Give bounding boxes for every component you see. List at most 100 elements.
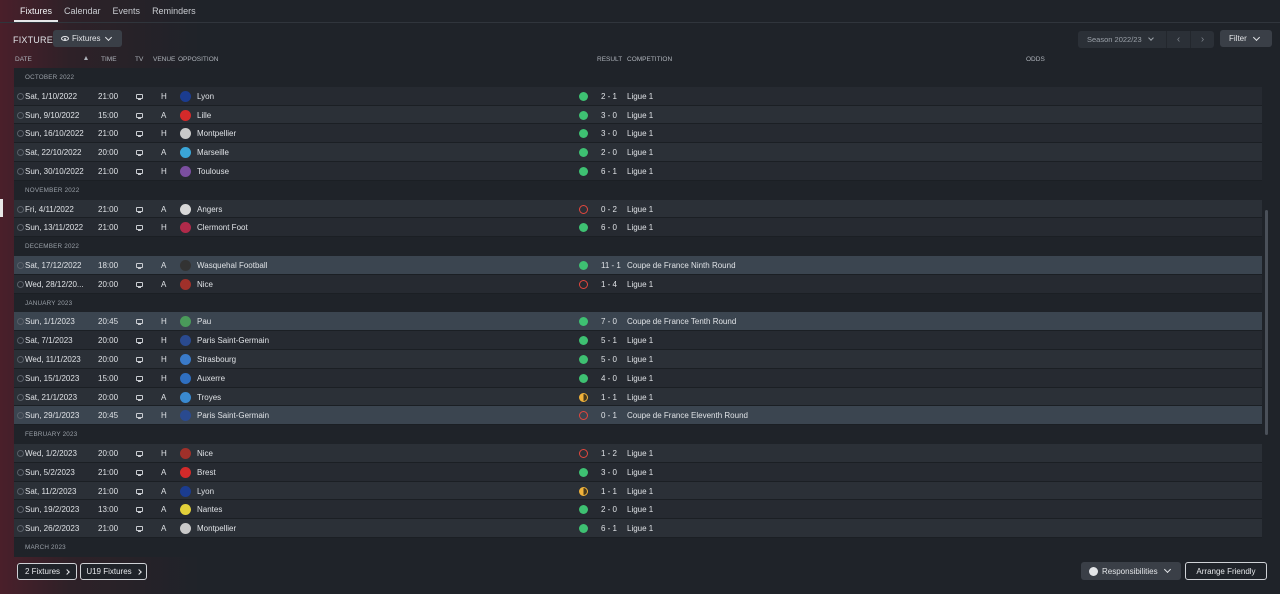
view-dropdown-button[interactable]: Fixtures xyxy=(53,30,122,47)
opposition-name[interactable]: Strasbourg xyxy=(197,354,237,364)
fixture-row[interactable]: Sat, 1/10/2022 21:00 H Lyon 2 - 1 Ligue 1 xyxy=(14,86,1262,106)
opposition-name[interactable]: Auxerre xyxy=(197,373,226,383)
opposition-name[interactable]: Troyes xyxy=(197,392,222,402)
season-dropdown[interactable]: Season 2022/23 xyxy=(1078,35,1166,44)
competition-name[interactable]: Coupe de France Tenth Round xyxy=(627,317,737,327)
opposition-name[interactable]: Wasquehal Football xyxy=(197,260,268,270)
result-score[interactable]: 7 - 0 xyxy=(601,317,618,327)
select-radio[interactable] xyxy=(17,149,24,157)
competition-name[interactable]: Ligue 1 xyxy=(627,336,654,346)
fixture-row[interactable]: Sun, 13/11/2022 21:00 H Clermont Foot 6 - 0 L… xyxy=(14,218,1262,238)
result-score[interactable]: 6 - 1 xyxy=(601,524,618,534)
opposition-name[interactable]: Paris Saint-Germain xyxy=(197,336,270,346)
filter-button[interactable]: Filter xyxy=(1220,30,1272,47)
select-radio[interactable] xyxy=(17,355,24,363)
fixture-row[interactable]: Sun, 16/10/2022 21:00 H Montpellier 3 - 0 Lig… xyxy=(14,124,1262,144)
result-score[interactable]: 3 - 0 xyxy=(601,467,618,477)
result-score[interactable]: 5 - 0 xyxy=(601,354,618,364)
column-time[interactable]: TIME xyxy=(101,56,117,63)
result-score[interactable]: 3 - 0 xyxy=(601,129,618,139)
fixture-row[interactable]: Sun, 9/10/2022 15:00 A Lille 3 - 0 Ligue 1 xyxy=(14,105,1262,125)
tab-reminders[interactable]: Reminders xyxy=(152,6,196,16)
competition-name[interactable]: Coupe de France Ninth Round xyxy=(627,260,736,270)
first-team-fixtures-button[interactable]: 2 Fixtures xyxy=(17,563,77,580)
select-radio[interactable] xyxy=(17,506,24,514)
column-tv[interactable]: TV xyxy=(135,56,144,63)
opposition-name[interactable]: Marseille xyxy=(197,148,230,158)
column-result[interactable]: RESULT xyxy=(597,56,623,63)
fixture-row[interactable]: Sun, 29/1/2023 20:45 H Paris Saint-Germain 0… xyxy=(14,406,1262,426)
competition-name[interactable]: Ligue 1 xyxy=(627,148,654,158)
tab-fixtures[interactable]: Fixtures xyxy=(14,0,59,22)
select-radio[interactable] xyxy=(17,111,24,119)
opposition-name[interactable]: Clermont Foot xyxy=(197,223,248,233)
opposition-name[interactable]: Toulouse xyxy=(197,166,230,176)
competition-name[interactable]: Ligue 1 xyxy=(627,166,654,176)
u19-fixtures-button[interactable]: U19 Fixtures xyxy=(80,563,147,580)
result-score[interactable]: 5 - 1 xyxy=(601,336,618,346)
opposition-name[interactable]: Angers xyxy=(197,204,223,214)
select-radio[interactable] xyxy=(17,449,24,457)
competition-name[interactable]: Ligue 1 xyxy=(627,486,654,496)
arrange-friendly-button[interactable]: Arrange Friendly xyxy=(1185,562,1267,580)
column-venue[interactable]: VENUE xyxy=(153,56,176,63)
fixture-row[interactable]: Sun, 26/2/2023 21:00 A Montpellier 6 - 1 Ligu… xyxy=(14,519,1262,538)
opposition-name[interactable]: Montpellier xyxy=(197,129,237,139)
fixture-row[interactable]: Sun, 19/2/2023 13:00 A Nantes 2 - 0 Ligue 1 xyxy=(14,500,1262,520)
fixture-row[interactable]: Sun, 30/10/2022 21:00 H Toulouse 6 - 1 Ligue … xyxy=(14,161,1262,181)
select-radio[interactable] xyxy=(17,261,24,269)
fixture-row[interactable]: Wed, 28/12/20... 20:00 A Nice 1 - 4 Ligue 1 xyxy=(14,274,1262,294)
fixture-row[interactable]: Sat, 7/1/2023 20:00 H Paris Saint-Germain 5 … xyxy=(14,331,1262,350)
competition-name[interactable]: Ligue 1 xyxy=(627,204,654,214)
fixture-row[interactable]: Sun, 15/1/2023 15:00 H Auxerre 4 - 0 Ligue 1 xyxy=(14,368,1262,388)
select-radio[interactable] xyxy=(17,167,24,175)
select-radio[interactable] xyxy=(17,130,24,138)
column-odds[interactable]: ODDS xyxy=(1026,56,1045,63)
competition-name[interactable]: Ligue 1 xyxy=(627,354,654,364)
next-season-button[interactable]: › xyxy=(1190,31,1214,48)
responsibilities-button[interactable]: Responsibilities xyxy=(1081,562,1181,580)
result-score[interactable]: 2 - 1 xyxy=(601,91,618,101)
competition-name[interactable]: Ligue 1 xyxy=(627,392,654,402)
fixture-row[interactable]: Sat, 22/10/2022 20:00 A Marseille 2 - 0 Ligue… xyxy=(14,143,1262,162)
fixture-row[interactable]: Sun, 1/1/2023 20:45 H Pau 7 - 0 Coupe de Fran… xyxy=(14,312,1262,332)
select-radio[interactable] xyxy=(17,280,24,288)
previous-season-button[interactable]: ‹ xyxy=(1166,31,1190,48)
select-radio[interactable] xyxy=(17,393,24,401)
result-score[interactable]: 6 - 0 xyxy=(601,223,618,233)
select-radio[interactable] xyxy=(17,525,24,533)
competition-name[interactable]: Ligue 1 xyxy=(627,223,654,233)
select-radio[interactable] xyxy=(17,92,24,100)
fixture-row[interactable]: Sat, 21/1/2023 20:00 A Troyes 1 - 1 Ligue 1 xyxy=(14,387,1262,407)
opposition-name[interactable]: Nice xyxy=(197,279,214,289)
tab-events[interactable]: Events xyxy=(112,6,141,16)
result-score[interactable]: 6 - 1 xyxy=(601,166,618,176)
opposition-name[interactable]: Montpellier xyxy=(197,524,237,534)
fixture-row[interactable]: Wed, 1/2/2023 20:00 H Nice 1 - 2 Ligue 1 xyxy=(14,443,1262,463)
competition-name[interactable]: Ligue 1 xyxy=(627,467,654,477)
column-competition[interactable]: COMPETITION xyxy=(627,56,673,63)
fixture-row[interactable]: Sun, 5/2/2023 21:00 A Brest 3 - 0 Ligue 1 xyxy=(14,462,1262,482)
competition-name[interactable]: Ligue 1 xyxy=(627,110,654,120)
select-radio[interactable] xyxy=(17,337,24,345)
competition-name[interactable]: Coupe de France Eleventh Round xyxy=(627,411,748,421)
fixture-row[interactable]: Fri, 4/11/2022 21:00 A Angers 0 - 2 Ligue 1 xyxy=(14,199,1262,219)
select-radio[interactable] xyxy=(17,374,24,382)
tab-calendar[interactable]: Calendar xyxy=(64,6,101,16)
result-score[interactable]: 1 - 1 xyxy=(601,486,618,496)
select-radio[interactable] xyxy=(17,468,24,476)
opposition-name[interactable]: Lyon xyxy=(197,91,215,101)
opposition-name[interactable]: Brest xyxy=(197,467,216,477)
opposition-name[interactable]: Lyon xyxy=(197,486,215,496)
opposition-name[interactable]: Pau xyxy=(197,317,212,327)
column-opposition[interactable]: OPPOSITION xyxy=(178,56,219,63)
select-radio[interactable] xyxy=(17,487,24,495)
competition-name[interactable]: Ligue 1 xyxy=(627,129,654,139)
result-score[interactable]: 1 - 2 xyxy=(601,448,618,458)
opposition-name[interactable]: Paris Saint-Germain xyxy=(197,411,270,421)
opposition-name[interactable]: Nantes xyxy=(197,505,223,515)
select-radio[interactable] xyxy=(17,224,24,232)
column-date[interactable]: DATE xyxy=(15,56,32,63)
competition-name[interactable]: Ligue 1 xyxy=(627,373,654,383)
result-score[interactable]: 2 - 0 xyxy=(601,148,618,158)
